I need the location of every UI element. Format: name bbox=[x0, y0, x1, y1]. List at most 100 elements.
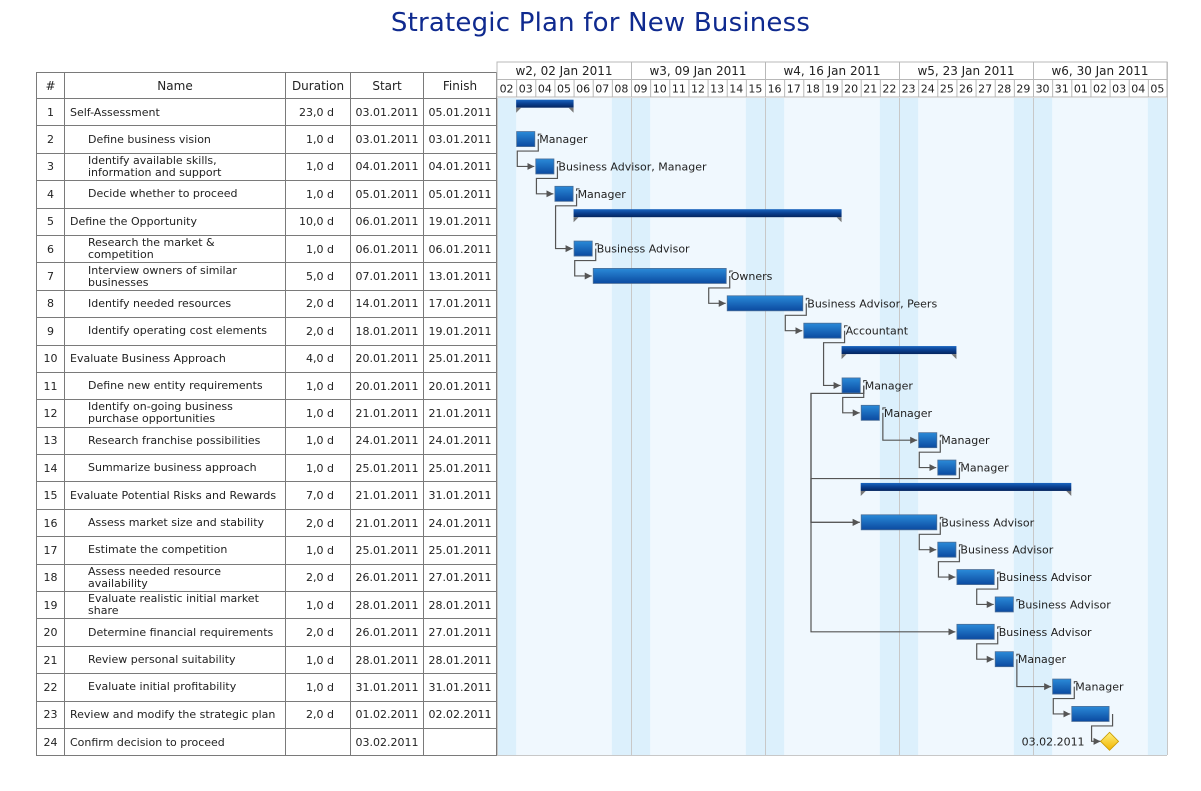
task-finish-cell[interactable]: 04.01.2011 bbox=[423, 152, 497, 182]
day-label[interactable]: 05 bbox=[557, 83, 571, 96]
task-bar[interactable] bbox=[592, 268, 727, 284]
task-duration-cell[interactable]: 2,0 d bbox=[285, 508, 351, 538]
task-finish-cell[interactable]: 19.01.2011 bbox=[423, 317, 497, 346]
task-number-cell[interactable]: 8 bbox=[36, 289, 65, 319]
day-label[interactable]: 19 bbox=[825, 83, 839, 96]
summary-bar[interactable] bbox=[841, 346, 957, 355]
milestone-diamond-icon[interactable] bbox=[1100, 731, 1120, 751]
task-duration-cell[interactable]: 1,0 d bbox=[285, 180, 351, 209]
day-label[interactable]: 21 bbox=[863, 83, 877, 96]
task-duration-cell[interactable]: 7,0 d bbox=[285, 481, 351, 510]
table-row[interactable]: 16 Assess market size and stability 2,0 d 2… bbox=[36, 508, 497, 538]
day-label[interactable]: 07 bbox=[595, 83, 609, 96]
task-finish-cell[interactable]: 31.01.2011 bbox=[423, 673, 497, 702]
task-start-cell[interactable]: 21.01.2011 bbox=[350, 399, 424, 428]
task-duration-cell[interactable]: 1,0 d bbox=[285, 536, 351, 565]
task-bar[interactable] bbox=[860, 404, 880, 421]
day-label[interactable]: 31 bbox=[1055, 83, 1069, 96]
task-bar[interactable] bbox=[956, 623, 995, 640]
task-name-cell[interactable]: Assess needed resource availability bbox=[64, 563, 286, 593]
day-label[interactable]: 03 bbox=[519, 83, 533, 96]
week-label[interactable]: w3, 09 Jan 2011 bbox=[649, 64, 746, 78]
task-bar[interactable] bbox=[860, 514, 938, 531]
day-label[interactable]: 11 bbox=[672, 83, 686, 96]
day-label[interactable]: 06 bbox=[576, 83, 590, 96]
task-name-cell[interactable]: Confirm decision to proceed bbox=[64, 727, 286, 757]
table-row[interactable]: 3 Identify available skills, information … bbox=[36, 152, 497, 182]
day-label[interactable]: 15 bbox=[748, 83, 762, 96]
task-finish-cell[interactable]: 24.01.2011 bbox=[423, 426, 497, 456]
task-duration-cell[interactable]: 1,0 d bbox=[285, 591, 351, 620]
task-name-cell[interactable]: Evaluate realistic initial market share bbox=[64, 591, 286, 620]
task-finish-cell[interactable]: 20.01.2011 bbox=[423, 371, 497, 401]
day-label[interactable]: 05 bbox=[1150, 83, 1164, 96]
table-row[interactable]: 14 Summarize business approach 1,0 d 25.01.… bbox=[36, 454, 497, 483]
task-start-cell[interactable]: 31.01.2011 bbox=[350, 673, 424, 702]
task-start-cell[interactable]: 14.01.2011 bbox=[350, 289, 424, 319]
table-row[interactable]: 8 Identify needed resources 2,0 d 14.01.201… bbox=[36, 289, 497, 319]
task-number-cell[interactable]: 12 bbox=[36, 399, 65, 428]
task-number-cell[interactable]: 7 bbox=[36, 262, 65, 291]
task-number-cell[interactable]: 4 bbox=[36, 180, 65, 209]
day-label[interactable]: 12 bbox=[691, 83, 705, 96]
task-duration-cell[interactable]: 1,0 d bbox=[285, 673, 351, 702]
table-row[interactable]: 10 Evaluate Business Approach 4,0 d 20.01.2… bbox=[36, 344, 497, 373]
day-label[interactable]: 29 bbox=[1016, 83, 1030, 96]
task-start-cell[interactable]: 03.01.2011 bbox=[350, 125, 424, 154]
day-label[interactable]: 18 bbox=[806, 83, 820, 96]
task-name-cell[interactable]: Define new entity requirements bbox=[64, 371, 286, 401]
task-name-cell[interactable]: Interview owners of similar businesses bbox=[64, 262, 286, 291]
day-label[interactable]: 30 bbox=[1036, 83, 1050, 96]
task-finish-cell[interactable]: 24.01.2011 bbox=[423, 508, 497, 538]
day-label[interactable]: 20 bbox=[844, 83, 858, 96]
day-label[interactable]: 27 bbox=[978, 83, 992, 96]
day-label[interactable]: 17 bbox=[787, 83, 801, 96]
task-bar[interactable] bbox=[726, 295, 804, 312]
task-bar[interactable] bbox=[803, 322, 842, 339]
day-label[interactable]: 13 bbox=[710, 83, 724, 96]
task-name-cell[interactable]: Review and modify the strategic plan bbox=[64, 700, 286, 729]
table-row[interactable]: 23 Review and modify the strategic plan 2,… bbox=[36, 700, 497, 729]
task-finish-cell[interactable]: 05.01.2011 bbox=[423, 180, 497, 209]
task-name-cell[interactable]: Self-Assessment bbox=[64, 97, 286, 127]
task-start-cell[interactable]: 05.01.2011 bbox=[350, 180, 424, 209]
day-label[interactable]: 04 bbox=[1131, 83, 1145, 96]
summary-bar[interactable] bbox=[573, 209, 842, 218]
task-start-cell[interactable]: 21.01.2011 bbox=[350, 481, 424, 510]
task-finish-cell[interactable]: 25.01.2011 bbox=[423, 536, 497, 565]
day-label[interactable]: 08 bbox=[614, 83, 628, 96]
summary-bar[interactable] bbox=[516, 99, 574, 108]
task-bar[interactable] bbox=[937, 459, 957, 476]
week-label[interactable]: w6, 30 Jan 2011 bbox=[1051, 64, 1148, 78]
table-row[interactable]: 9 Identify operating cost elements 2,0 d 18… bbox=[36, 317, 497, 346]
task-duration-cell[interactable]: 23,0 d bbox=[285, 97, 351, 127]
task-bar[interactable] bbox=[956, 569, 995, 585]
day-label[interactable]: 09 bbox=[634, 83, 648, 96]
column-header-name[interactable]: Name bbox=[64, 72, 286, 99]
task-bar[interactable] bbox=[1071, 706, 1110, 722]
table-row[interactable]: 24 Confirm decision to proceed 03.02.2011 bbox=[36, 727, 497, 757]
task-bar[interactable] bbox=[1052, 678, 1072, 695]
day-label[interactable]: 22 bbox=[882, 83, 896, 96]
task-duration-cell[interactable]: 5,0 d bbox=[285, 262, 351, 291]
table-row[interactable]: 18 Assess needed resource availability 2,0… bbox=[36, 563, 497, 593]
task-duration-cell[interactable]: 1,0 d bbox=[285, 125, 351, 154]
task-number-cell[interactable]: 24 bbox=[36, 727, 65, 757]
task-duration-cell[interactable]: 2,0 d bbox=[285, 289, 351, 319]
week-label[interactable]: w4, 16 Jan 2011 bbox=[783, 64, 880, 78]
task-duration-cell[interactable]: 1,0 d bbox=[285, 152, 351, 182]
task-name-cell[interactable]: Identify available skills, information a… bbox=[64, 152, 286, 182]
task-finish-cell[interactable]: 06.01.2011 bbox=[423, 234, 497, 264]
column-header-finish[interactable]: Finish bbox=[423, 72, 497, 99]
column-header-number[interactable]: # bbox=[36, 72, 65, 99]
day-label[interactable]: 26 bbox=[959, 83, 973, 96]
task-bar[interactable] bbox=[554, 185, 574, 202]
task-name-cell[interactable]: Evaluate Business Approach bbox=[64, 344, 286, 373]
task-finish-cell[interactable]: 31.01.2011 bbox=[423, 481, 497, 510]
task-start-cell[interactable]: 06.01.2011 bbox=[350, 207, 424, 236]
task-bar[interactable] bbox=[573, 240, 593, 257]
table-row[interactable]: 5 Define the Opportunity 10,0 d 06.01.2011 1… bbox=[36, 207, 497, 236]
task-name-cell[interactable]: Identify operating cost elements bbox=[64, 317, 286, 346]
task-bar[interactable] bbox=[516, 131, 536, 147]
task-finish-cell[interactable]: 28.01.2011 bbox=[423, 591, 497, 620]
